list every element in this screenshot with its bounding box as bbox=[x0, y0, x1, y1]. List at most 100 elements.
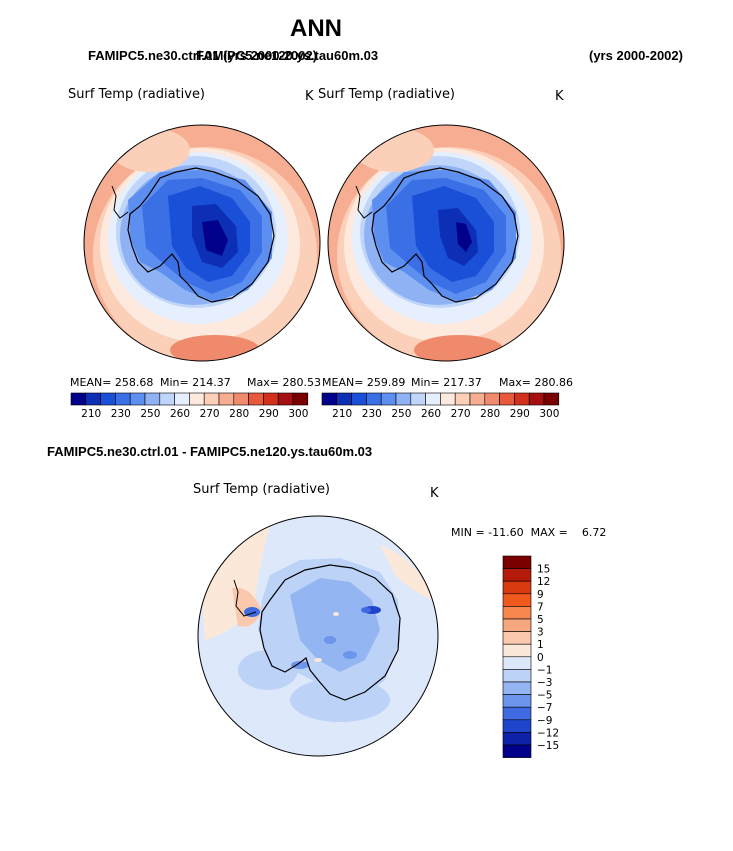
colorbar-tick-label: −9 bbox=[537, 715, 552, 727]
colorbar-tick-label: 300 bbox=[288, 408, 308, 420]
colorbar-swatch bbox=[70, 392, 87, 406]
colorbar-swatch bbox=[440, 392, 456, 406]
colorbar-tick-label: 5 bbox=[537, 614, 544, 626]
colorbar-tick-label: 280 bbox=[480, 408, 500, 420]
panel3-minmax: MIN = -11.60 MAX = 6.72 bbox=[451, 526, 607, 539]
panel1-units-label: K bbox=[305, 89, 314, 104]
colorbar-swatch bbox=[502, 593, 532, 607]
panel1-min: Min= 214.37 bbox=[160, 376, 231, 389]
colorbar-swatch bbox=[502, 694, 532, 708]
colorbar-tick-label: −15 bbox=[537, 740, 559, 752]
colorbar-swatch bbox=[218, 392, 235, 406]
panel1-max: Max= 280.53 bbox=[247, 376, 321, 389]
colorbar-swatch bbox=[502, 732, 532, 746]
colorbar-swatch bbox=[502, 568, 532, 582]
colorbar-swatch bbox=[100, 392, 116, 406]
colorbar-swatch bbox=[502, 618, 532, 632]
colorbar-tick-label: 12 bbox=[537, 576, 550, 588]
colorbar-tick-label: 9 bbox=[537, 589, 544, 601]
diff-title: FAMIPC5.ne30.ctrl.01 - FAMIPC5.ne120.ys.… bbox=[47, 444, 373, 459]
colorbar-swatch bbox=[159, 392, 175, 406]
colorbar-swatch bbox=[366, 392, 382, 406]
colorbar-swatch bbox=[351, 392, 367, 406]
colorbar-swatch bbox=[502, 606, 532, 620]
colorbar-swatch bbox=[410, 392, 426, 406]
colorbar-swatch bbox=[189, 392, 205, 406]
colorbar-swatch bbox=[233, 392, 249, 406]
colorbar-swatch bbox=[336, 392, 352, 406]
panel3-variable-label: Surf Temp (radiative) bbox=[193, 482, 331, 497]
panel1-coastline bbox=[127, 167, 275, 303]
colorbar-swatch bbox=[203, 392, 220, 406]
panel1-colorbar: 210 230 250 260 270 280 290 300 bbox=[70, 392, 309, 420]
colorbar-swatch bbox=[543, 392, 560, 406]
panel3-map bbox=[198, 516, 438, 756]
panel1-variable-label: Surf Temp (radiative) bbox=[68, 87, 206, 102]
colorbar-tick-label: 230 bbox=[111, 408, 131, 420]
colorbar-tick-label: 260 bbox=[421, 408, 441, 420]
colorbar-tick-label: −1 bbox=[537, 664, 552, 676]
colorbar-tick-label: 7 bbox=[537, 601, 544, 613]
colorbar-tick-label: 260 bbox=[170, 408, 190, 420]
colorbar-swatch bbox=[248, 392, 264, 406]
panel2-max: Max= 280.86 bbox=[499, 376, 573, 389]
colorbar-swatch bbox=[499, 392, 515, 406]
colorbar-tick-label: 280 bbox=[229, 408, 249, 420]
colorbar-tick-label: 3 bbox=[537, 627, 544, 639]
panel2-mean: MEAN= 259.89 bbox=[322, 376, 406, 389]
panel2-units-label: K bbox=[555, 89, 564, 104]
colorbar-swatch bbox=[277, 392, 294, 406]
panel2-colorbar: 210 230 250 260 270 280 290 300 bbox=[321, 392, 560, 420]
colorbar-swatch bbox=[502, 643, 532, 658]
colorbar-swatch bbox=[129, 392, 146, 406]
colorbar-tick-label: 300 bbox=[539, 408, 559, 420]
colorbar-swatch bbox=[502, 719, 532, 733]
colorbar-tick-label: −12 bbox=[537, 727, 559, 739]
colorbar-swatch bbox=[502, 681, 532, 695]
panel2-coastline bbox=[371, 167, 519, 303]
colorbar-swatch bbox=[502, 580, 532, 595]
colorbar-swatch bbox=[174, 392, 190, 406]
colorbar-swatch bbox=[85, 392, 101, 406]
panel2-min: Min= 217.37 bbox=[411, 376, 482, 389]
colorbar-swatch bbox=[484, 392, 500, 406]
panel3-units-label: K bbox=[430, 486, 439, 501]
colorbar-tick-label: 290 bbox=[510, 408, 530, 420]
colorbar-tick-label: 250 bbox=[140, 408, 160, 420]
colorbar-swatch bbox=[321, 392, 338, 406]
colorbar-swatch bbox=[469, 392, 486, 406]
colorbar-swatch bbox=[454, 392, 471, 406]
colorbar-tick-label: −7 bbox=[537, 702, 552, 714]
years-right-label: (yrs 2000-2002) bbox=[589, 48, 683, 63]
panel3-coastline bbox=[259, 564, 401, 701]
colorbar-tick-label: 210 bbox=[332, 408, 352, 420]
colorbar-swatch bbox=[395, 392, 412, 406]
colorbar-swatch bbox=[425, 392, 441, 406]
colorbar-tick-label: 210 bbox=[81, 408, 101, 420]
colorbar-tick-label: 15 bbox=[537, 564, 550, 576]
colorbar-tick-label: −5 bbox=[537, 690, 552, 702]
colorbar-tick-label: −3 bbox=[537, 677, 552, 689]
page-title: ANN bbox=[290, 15, 342, 42]
colorbar-swatch bbox=[502, 555, 532, 569]
colorbar-tick-label: 0 bbox=[537, 652, 544, 664]
panel1-mean: MEAN= 258.68 bbox=[70, 376, 154, 389]
case-left-label: FAMIPC5.ne30.ctrl.01 (yrs 2000-2002) bbox=[88, 48, 318, 63]
panel2-variable-label: Surf Temp (radiative) bbox=[318, 87, 456, 102]
colorbar-tick-label: 250 bbox=[391, 408, 411, 420]
case-right-label: FAMIPC5.ne120.ys.tau60m.03 bbox=[196, 48, 379, 63]
colorbar-swatch bbox=[502, 631, 532, 645]
colorbar-swatch bbox=[292, 392, 309, 406]
colorbar-swatch bbox=[144, 392, 161, 406]
colorbar-swatch bbox=[502, 656, 532, 670]
colorbar-swatch bbox=[514, 392, 530, 406]
colorbar-swatch bbox=[380, 392, 397, 406]
colorbar-tick-label: 270 bbox=[451, 408, 471, 420]
colorbar-swatch bbox=[115, 392, 131, 406]
colorbar-tick-label: 270 bbox=[200, 408, 220, 420]
colorbar-tick-label: 230 bbox=[362, 408, 382, 420]
panel1-map bbox=[84, 125, 320, 361]
colorbar-swatch bbox=[528, 392, 545, 406]
